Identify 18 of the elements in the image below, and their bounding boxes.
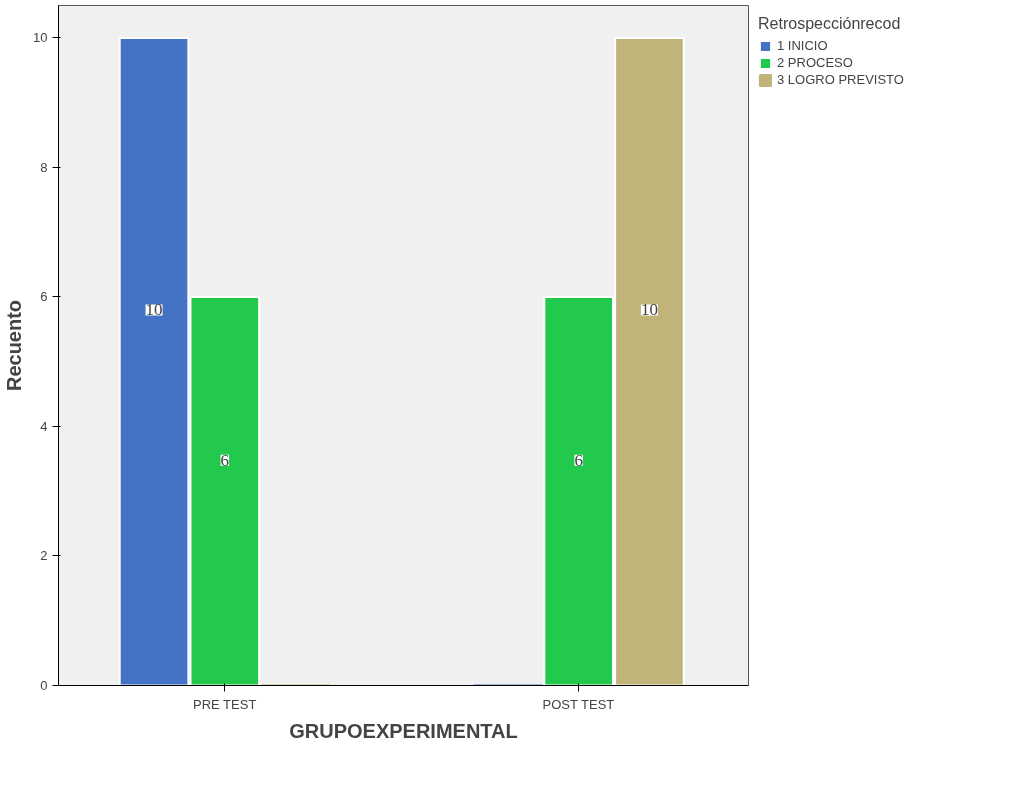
legend-label: 1 INICIO (777, 38, 828, 53)
y-tick-label: 6 (40, 289, 48, 305)
x-tick-label: PRE TEST (193, 696, 257, 712)
x-axis-title: GRUPOEXPERIMENTAL (289, 719, 518, 742)
y-tick-label: 4 (40, 418, 48, 434)
y-tick-label: 0 (40, 678, 48, 693)
data-label: 6 (574, 450, 583, 470)
y-axis-title: Recuento (3, 299, 26, 392)
y-tick-label: 8 (40, 159, 48, 175)
data-label: 10 (145, 300, 163, 320)
legend-label: 3 LOGRO PREVISTO (777, 72, 904, 87)
data-label: 6 (220, 450, 230, 470)
data-label: 10 (640, 300, 658, 320)
y-tick-label: 10 (33, 30, 48, 46)
legend-label: 2 PROCESO (777, 55, 853, 70)
x-tick-label: POST TEST (542, 696, 615, 712)
legend-title: Retrospecciónrecod (758, 15, 902, 33)
y-tick-label: 2 (40, 548, 48, 564)
